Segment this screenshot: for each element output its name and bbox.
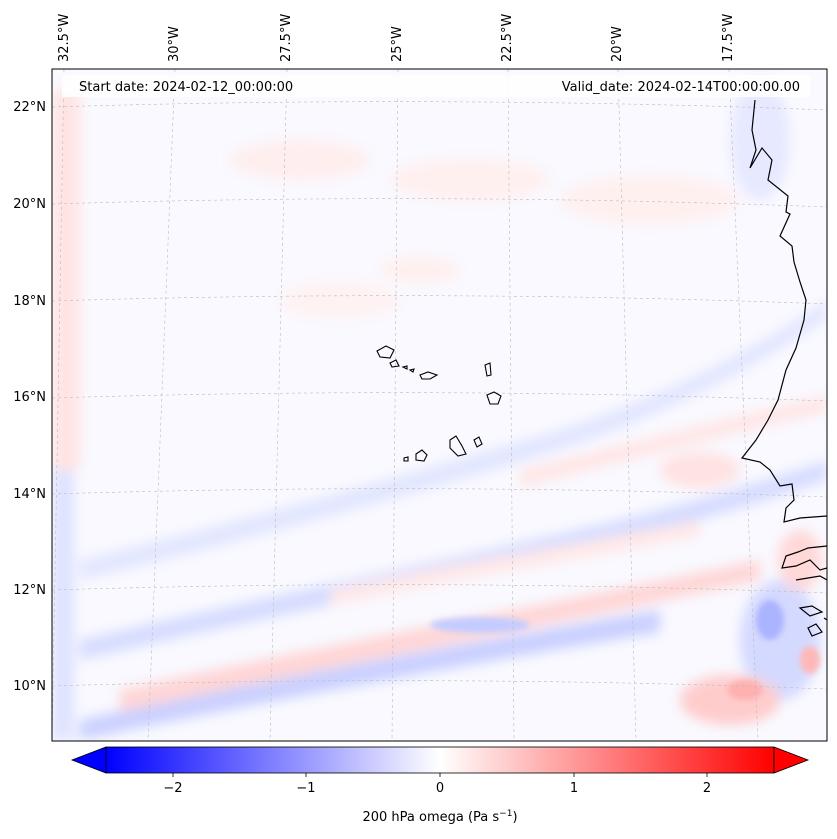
colorbar-title-exponent: −1 bbox=[499, 809, 512, 819]
lat-label-22n: 22°N bbox=[13, 100, 46, 115]
colorbar-tick-0: 0 bbox=[436, 781, 444, 796]
colorbar-low-extension bbox=[70, 746, 107, 774]
colorbar-title: 200 hPa omega (Pa s−1) bbox=[362, 809, 517, 825]
colorbar-title-main: 200 hPa omega (Pa s bbox=[362, 810, 499, 825]
longitude-labels: 32.5°W 30°W 27.5°W 25°W 22.5°W 20°W 17.5… bbox=[57, 14, 736, 62]
lon-label-17-5w: 17.5°W bbox=[721, 14, 736, 62]
header-box bbox=[62, 75, 810, 97]
lon-label-30w: 30°W bbox=[167, 26, 182, 62]
valid-date-label: Valid_date: 2024-02-14T00:00:00.00 bbox=[562, 80, 800, 95]
start-date-label: Start date: 2024-02-12_00:00:00 bbox=[79, 80, 293, 95]
omega-field bbox=[52, 69, 827, 741]
lat-label-16n: 16°N bbox=[13, 390, 46, 405]
lon-label-32-5w: 32.5°W bbox=[57, 14, 72, 62]
cabo-verde-islands bbox=[376, 345, 502, 462]
map-frame bbox=[51, 68, 828, 742]
colorbar-high-extension bbox=[773, 746, 810, 774]
colorbar-gradient bbox=[105, 746, 775, 774]
lat-label-10n: 10°N bbox=[13, 679, 46, 694]
gridlines bbox=[52, 69, 827, 741]
lat-label-18n: 18°N bbox=[13, 294, 46, 309]
lon-label-20w: 20°W bbox=[610, 26, 625, 62]
colorbar-tick-minus-1: −1 bbox=[296, 781, 315, 796]
colorbar-tick-1: 1 bbox=[570, 781, 578, 796]
lon-label-25w: 25°W bbox=[390, 26, 405, 62]
colorbar-tick-2: 2 bbox=[703, 781, 711, 796]
lat-label-20n: 20°N bbox=[13, 197, 46, 212]
lon-label-27-5w: 27.5°W bbox=[279, 14, 294, 62]
latitude-labels: 22°N 20°N 18°N 16°N 14°N 12°N 10°N bbox=[13, 100, 46, 694]
colorbar: −2 −1 0 1 2 200 hPa omega (Pa s−1) bbox=[70, 746, 810, 825]
coastline bbox=[740, 99, 827, 637]
colorbar-title-close: ) bbox=[512, 810, 517, 825]
colorbar-tick-minus-2: −2 bbox=[163, 781, 182, 796]
lon-label-22-5w: 22.5°W bbox=[500, 14, 515, 62]
lat-label-12n: 12°N bbox=[13, 583, 46, 598]
lat-label-14n: 14°N bbox=[13, 487, 46, 502]
